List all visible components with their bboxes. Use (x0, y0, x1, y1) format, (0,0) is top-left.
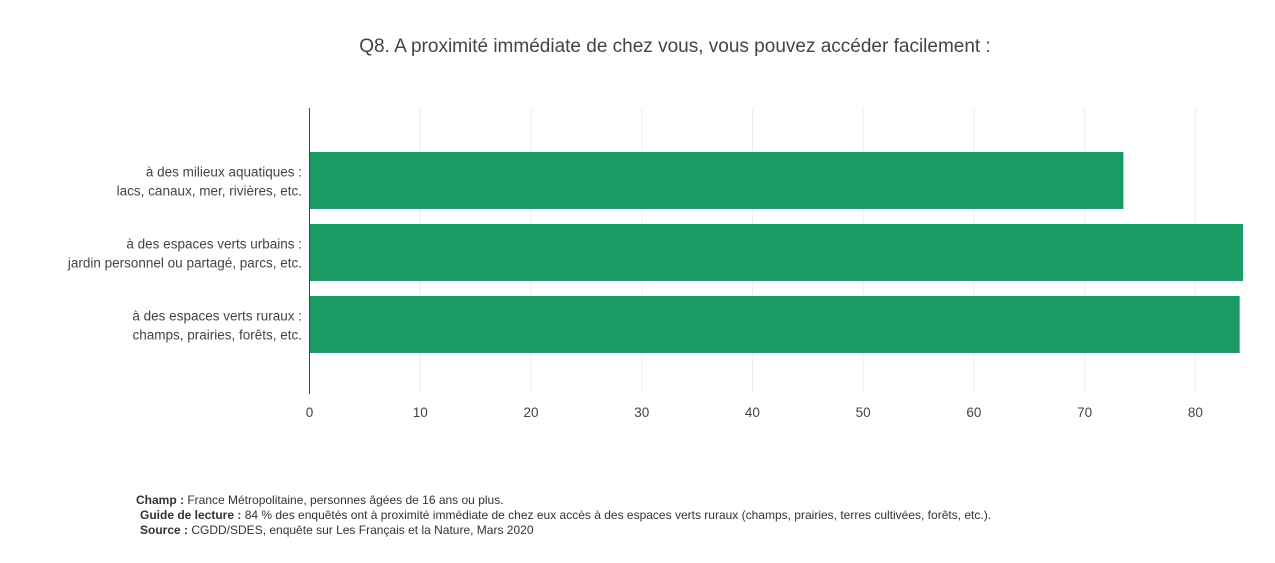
x-tick-label: 20 (523, 405, 538, 420)
x-axis-ticks: 0 10 20 30 40 50 60 70 80 (306, 405, 1203, 420)
chart-title: Q8. A proximité immédiate de chez vous, … (359, 36, 991, 57)
category-label: à des milieux aquatiques : (146, 165, 302, 180)
x-tick-label: 40 (745, 405, 760, 420)
x-tick-label: 60 (966, 405, 981, 420)
x-tick-label: 30 (634, 405, 649, 420)
category-label: champs, prairies, forêts, etc. (132, 328, 302, 343)
footer-guide: Guide de lecture : 84 % des enquêtés ont… (136, 508, 991, 523)
category-label: à des espaces verts urbains : (126, 237, 302, 252)
bar-chart: Q8. A proximité immédiate de chez vous, … (67, 36, 1243, 420)
bars (310, 152, 1243, 353)
champ-label: Champ : (136, 493, 184, 507)
footer-champ: Champ : France Métropolitaine, personnes… (136, 493, 991, 508)
category-labels: à des milieux aquatiques : lacs, canaux, … (67, 165, 302, 343)
guide-label: Guide de lecture : (140, 508, 242, 522)
x-tick-label: 10 (413, 405, 428, 420)
x-tick-label: 80 (1188, 405, 1203, 420)
footer-source: Source : CGDD/SDES, enquête sur Les Fran… (136, 523, 991, 538)
x-tick-label: 50 (856, 405, 871, 420)
bar (310, 152, 1124, 209)
source-text: CGDD/SDES, enquête sur Les Français et l… (188, 523, 534, 537)
x-tick-label: 70 (1077, 405, 1092, 420)
category-label: lacs, canaux, mer, rivières, etc. (117, 184, 302, 199)
bar (310, 296, 1240, 353)
category-label: jardin personnel ou partagé, parcs, etc. (67, 256, 302, 271)
category-label: à des espaces verts ruraux : (132, 309, 302, 324)
bar (310, 224, 1243, 281)
guide-text: 84 % des enquêtés ont à proximité immédi… (241, 508, 992, 522)
champ-text: France Métropolitaine, personnes âgées d… (184, 493, 504, 507)
chart-footer: Champ : France Métropolitaine, personnes… (136, 493, 991, 538)
source-label: Source : (140, 523, 189, 537)
x-tick-label: 0 (306, 405, 314, 420)
